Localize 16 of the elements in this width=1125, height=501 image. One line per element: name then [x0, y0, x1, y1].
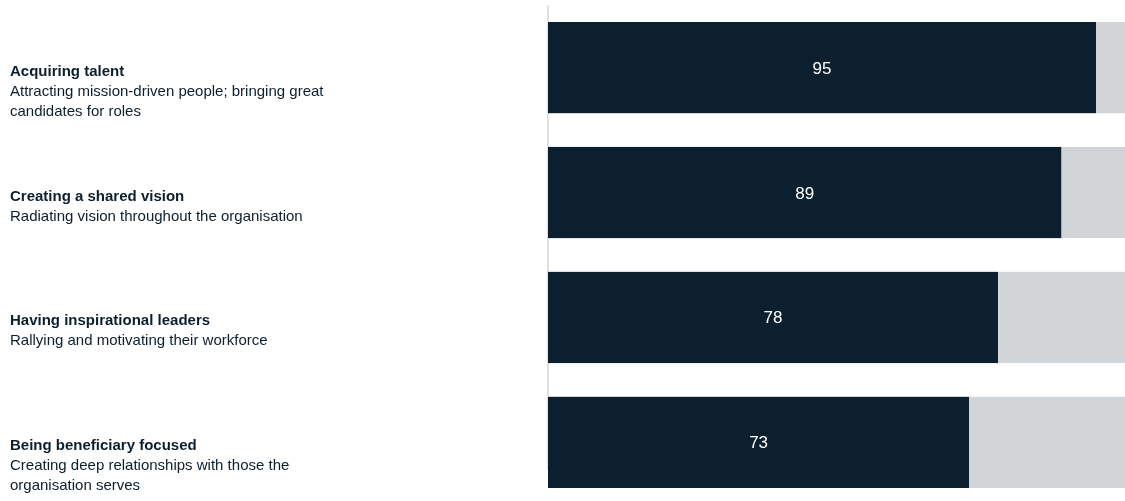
y-tick-label: Creating a shared vision Radiating vision throughout the organisation [10, 186, 303, 224]
bar [1061, 146, 1125, 239]
bar [548, 396, 970, 488]
y-tick-label: Being beneficiary focused Creating deep relationships with those the organisation serves [10, 436, 290, 494]
bar [548, 271, 999, 364]
data-label: 73 [749, 433, 769, 453]
bar [548, 146, 1062, 239]
bar [998, 271, 1125, 364]
data-label: 95 [812, 58, 832, 78]
data-label: 89 [795, 183, 815, 203]
y-tick-label: Acquiring talent Attracting mission-driven people; bringing great candidates for roles [10, 61, 325, 119]
y-tick-label: Having inspirational leaders Rallying and motivating their workforce [10, 311, 268, 349]
data-label: 78 [763, 308, 783, 328]
bar [548, 22, 1097, 114]
bar [969, 396, 1125, 488]
bar [1096, 22, 1125, 114]
